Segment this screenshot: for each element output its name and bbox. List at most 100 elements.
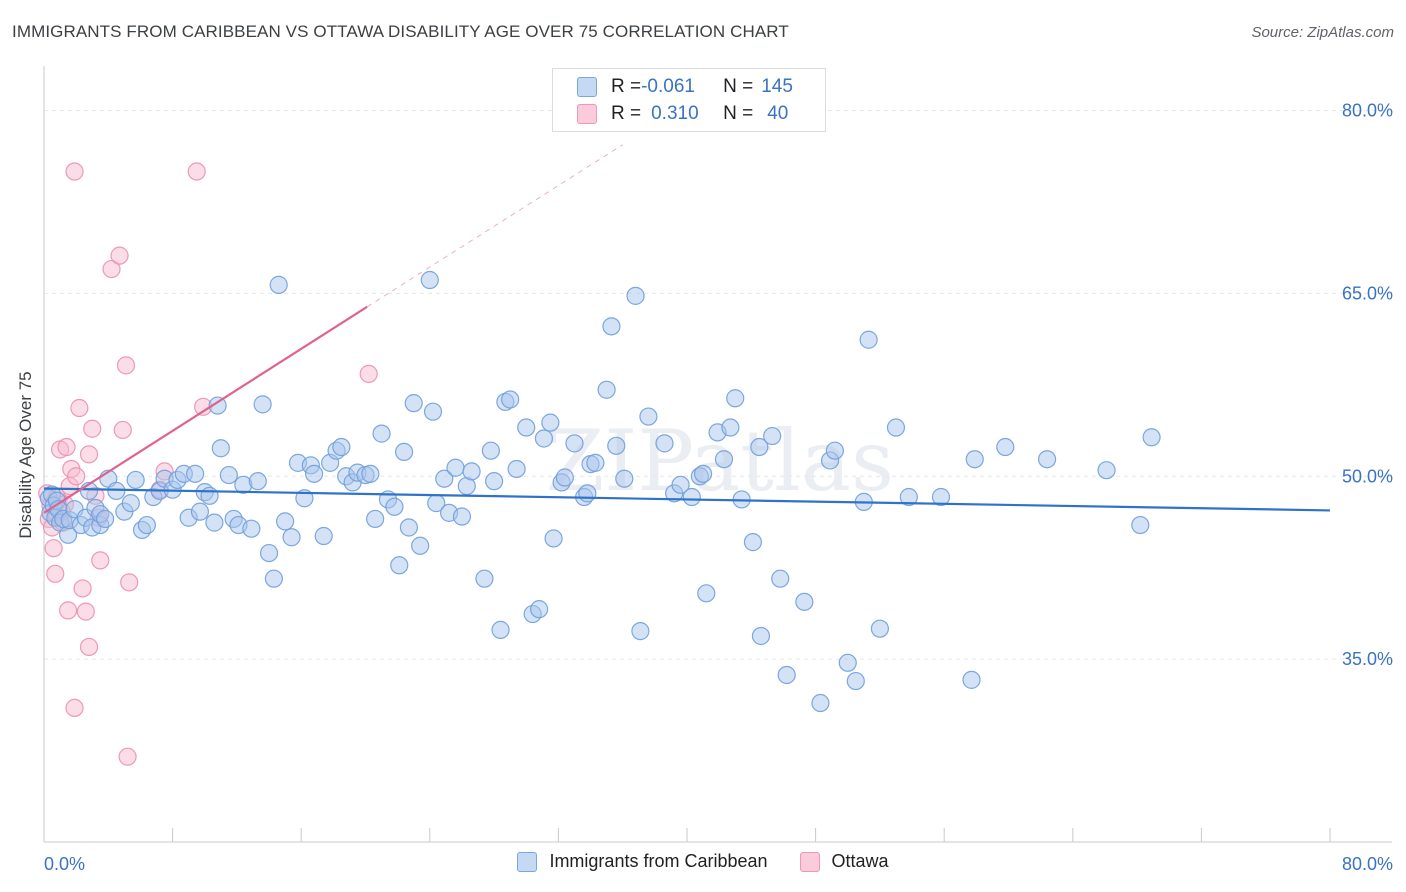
ottawa-trend-extension (366, 144, 623, 308)
caribbean-point (750, 437, 769, 457)
legend-r-label: R = (611, 103, 642, 124)
ottawa-point (102, 259, 121, 279)
caribbean-point (534, 429, 554, 448)
caribbean-trend-line (43, 487, 1331, 512)
caribbean-point (264, 569, 283, 588)
ottawa-point (59, 601, 78, 620)
stats-legend: R = -0.061 N = 145 R = 0.310 N = 40 (552, 68, 826, 132)
caribbean-point (107, 481, 126, 501)
caribbean-point (253, 395, 272, 414)
caribbean-point (481, 441, 500, 460)
caribbean-point (390, 556, 409, 575)
caribbean-point (965, 450, 984, 469)
caribbean-point (462, 462, 481, 481)
ottawa-point (79, 637, 99, 657)
caribbean-point (121, 494, 140, 513)
caribbean-point (586, 453, 605, 472)
caribbean-point (242, 519, 261, 538)
caribbean-point (615, 469, 634, 488)
legend-n-value: 40 (767, 103, 789, 124)
caribbean-point (282, 528, 301, 547)
caribbean-point (332, 437, 351, 457)
y-tick-label: 80.0% (1342, 101, 1393, 121)
ottawa-point (67, 467, 86, 486)
caribbean-point (435, 469, 454, 488)
legend-label-caribbean: Immigrants from Caribbean (549, 851, 768, 871)
caribbean-point (1142, 428, 1161, 447)
ottawa-point (65, 162, 84, 181)
caribbean-point (475, 569, 494, 588)
caribbean-point (399, 518, 419, 537)
caribbean-point (1131, 515, 1150, 535)
caribbean-point (530, 600, 549, 619)
ottawa-point (73, 579, 92, 598)
caribbean-point (314, 526, 333, 546)
y-axis-label: Disability Age Over 75 (16, 371, 35, 539)
caribbean-point (795, 592, 814, 611)
legend-swatch-ottawa (577, 104, 597, 124)
caribbean-point (366, 509, 385, 529)
ottawa-point (118, 747, 137, 766)
caribbean-point (693, 464, 713, 483)
caribbean-point (751, 626, 771, 646)
caribbean-point (544, 529, 563, 548)
x-tick-label: 0.0% (44, 854, 85, 874)
ottawa-point (79, 445, 99, 464)
caribbean-point (190, 502, 210, 521)
legend-item-caribbean: Immigrants from Caribbean (517, 851, 768, 872)
caribbean-point (411, 536, 430, 555)
legend-row-caribbean: R = -0.061 N = 145 (577, 74, 793, 100)
ottawa-point (65, 698, 84, 718)
x-tick-label: 80.0% (1342, 854, 1393, 874)
caribbean-point (404, 394, 423, 413)
caribbean-point (697, 584, 716, 603)
caribbean-point (771, 569, 790, 588)
y-tick-label: 35.0% (1342, 649, 1393, 669)
caribbean-point (517, 418, 536, 437)
trend-lines (43, 144, 1331, 514)
caribbean-point (276, 512, 295, 531)
caribbean-point (931, 487, 951, 507)
caribbean-point (1097, 461, 1116, 480)
caribbean-point (714, 450, 734, 469)
caribbean-point (95, 509, 115, 529)
ottawa-point (70, 398, 89, 418)
caribbean-point (259, 543, 279, 563)
legend-label-ottawa: Ottawa (831, 851, 889, 871)
y-tick-label: 65.0% (1342, 283, 1393, 303)
caribbean-point (996, 437, 1015, 457)
caribbean-point (541, 413, 560, 432)
caribbean-point (565, 434, 584, 453)
legend-r-value: -0.061 (641, 76, 695, 97)
caribbean-point (269, 275, 288, 294)
legend-n-value: 145 (761, 76, 793, 97)
caribbean-point (607, 436, 626, 455)
caribbean-point (501, 390, 520, 409)
ottawa-point (120, 573, 139, 592)
legend-r-value: 0.310 (651, 103, 699, 124)
caribbean-point (420, 270, 439, 290)
caribbean-point (899, 487, 918, 507)
caribbean-point (721, 418, 740, 437)
series-legend: Immigrants from Caribbean Ottawa (0, 851, 1406, 872)
caribbean-point (655, 434, 674, 453)
caribbean-point (507, 459, 526, 479)
ottawa-trend-line (43, 305, 368, 514)
legend-n-label: N = (723, 103, 754, 124)
tick-labels: 35.0% 50.0% 65.0% 80.0% 0.0% 80.0% (44, 101, 1393, 874)
axes (43, 66, 1392, 843)
ottawa-point (116, 356, 136, 375)
ottawa-point (187, 162, 206, 181)
ottawa-point (91, 551, 110, 570)
caribbean-point (602, 317, 621, 336)
caribbean-point (304, 464, 324, 483)
caribbean-point (423, 402, 443, 421)
ottawa-point (46, 564, 65, 583)
caribbean-point (219, 465, 238, 485)
ottawa-point (76, 602, 95, 621)
caribbean-point (211, 439, 230, 458)
ottawa-point (113, 420, 132, 440)
caribbean-point (886, 418, 906, 437)
caribbean-point (639, 407, 658, 426)
